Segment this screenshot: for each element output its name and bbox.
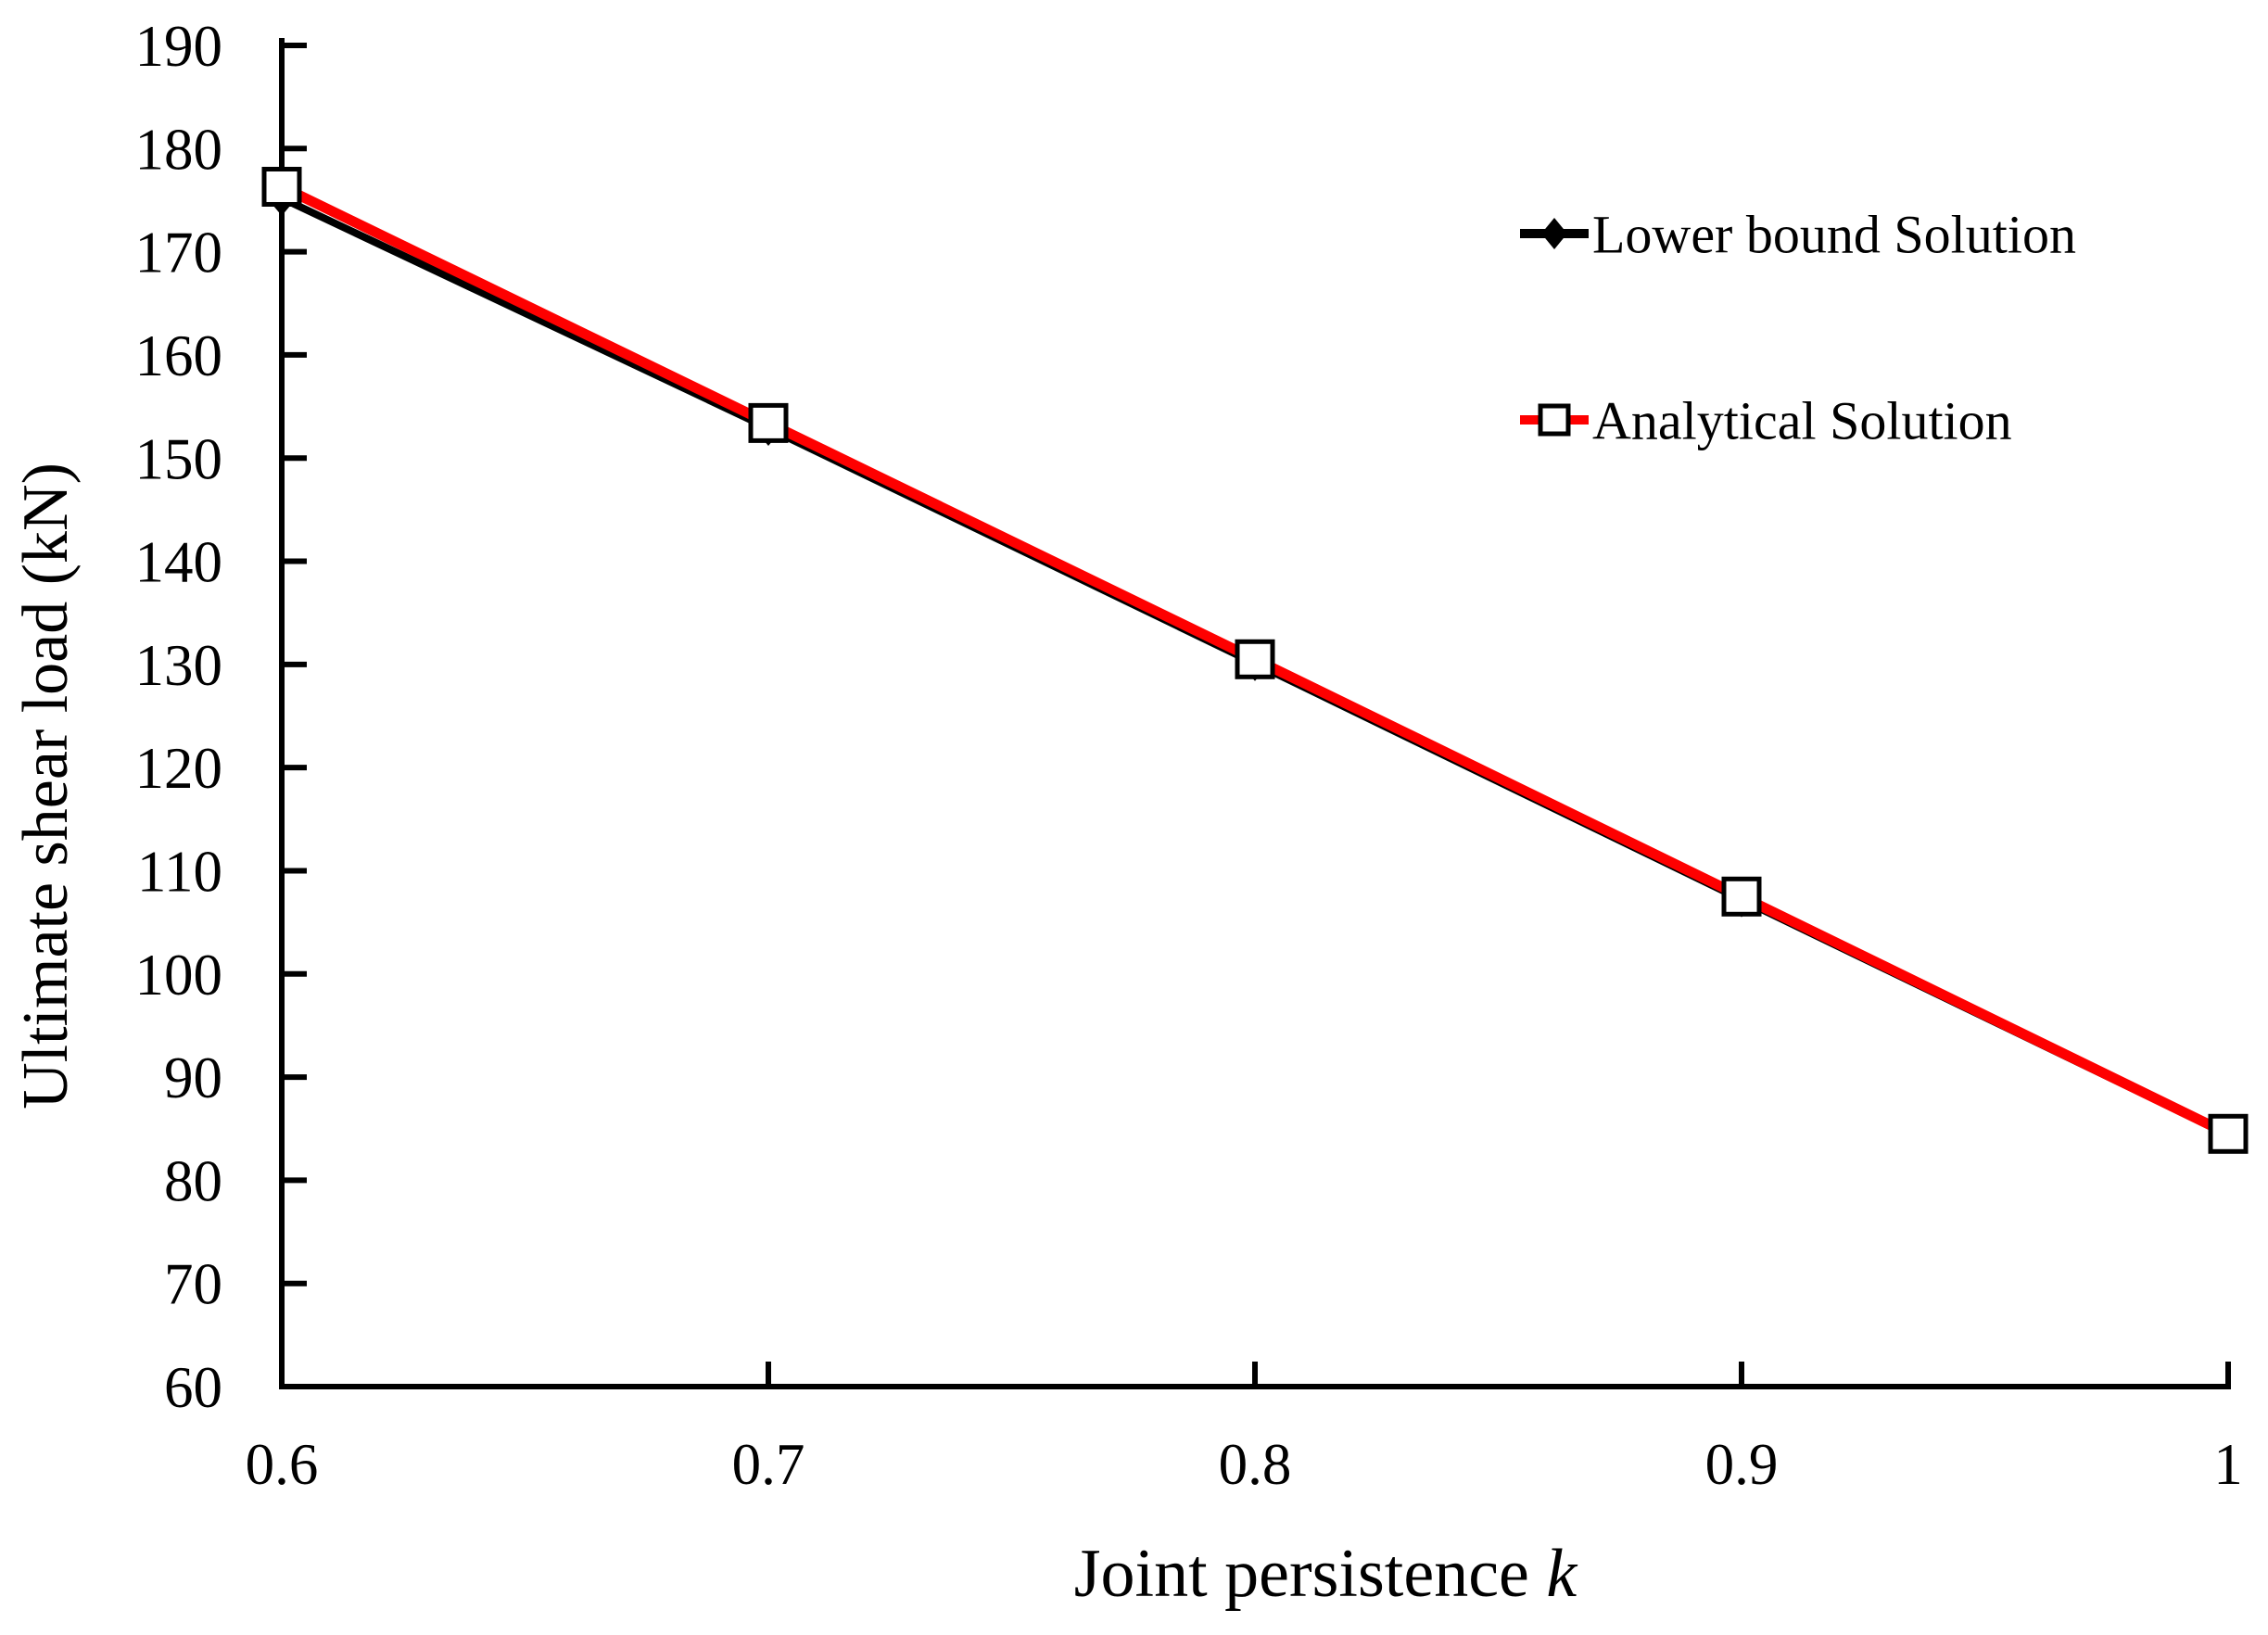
series [261,166,2249,1154]
y-tick-label-170: 170 [135,221,223,285]
x-axis-title-text: Joint persistence [1074,1536,1547,1612]
square-marker [1235,639,1275,679]
legend-label-1: Analytical Solution [1592,390,2012,450]
y-axis-title: Ultimate shear load (kN) [10,463,82,1109]
legend-entry-1: Analytical Solution [1520,390,2012,450]
square-marker [1721,876,1762,917]
legend-label-0: Lower bound Solution [1592,204,2076,264]
y-tick-label-140: 140 [135,530,223,595]
y-tick-label-70: 70 [164,1252,222,1317]
legend-entry-0: Lower bound Solution [1520,204,2076,264]
axes: 190 180 170 160 150 140 130 120 110 100 90 80 70 60 0.… [10,14,2243,1612]
y-tick-label-130: 130 [135,633,223,698]
square-marker [748,402,789,443]
x-tick-label-0.8: 0.8 [1219,1432,1292,1497]
y-tick-label-190: 190 [135,14,223,79]
series-markers-1 [261,166,2249,1154]
legend-diamond-icon [1541,218,1567,249]
x-axis-title: Joint persistence k [1074,1536,1578,1612]
y-tick-label-100: 100 [135,943,223,1008]
y-tick-label-90: 90 [164,1046,222,1110]
x-tick-label-0.6: 0.6 [246,1432,319,1497]
square-marker [261,166,302,207]
y-tick-label-110: 110 [137,840,222,905]
x-tick-label-1: 1 [2213,1432,2243,1497]
y-tick-label-160: 160 [135,323,223,388]
y-tick-label-60: 60 [164,1355,222,1420]
y-tick-label-120: 120 [135,736,223,801]
x-axis-title-variable: k [1546,1536,1577,1612]
y-tick-label-80: 80 [164,1148,222,1213]
y-tick-label-180: 180 [135,117,223,182]
x-tick-label-0.9: 0.9 [1705,1432,1779,1497]
legend: Lower bound Solution Analytical Solution [1520,204,2076,450]
legend-square-icon [1538,403,1571,437]
x-tick-label-0.7: 0.7 [732,1432,805,1497]
y-tick-label-150: 150 [135,426,223,491]
square-marker [2208,1113,2249,1154]
